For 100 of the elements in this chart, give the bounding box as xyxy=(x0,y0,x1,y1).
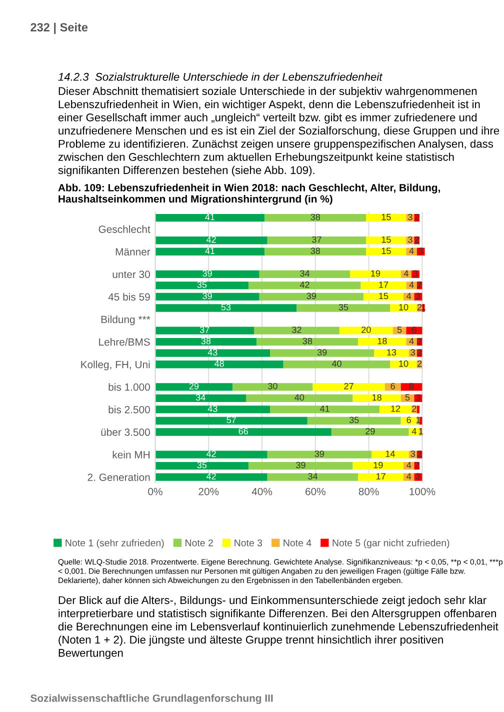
bar xyxy=(406,326,422,334)
data-label: 18 xyxy=(372,394,382,401)
data-label: 57 xyxy=(226,416,236,424)
bar xyxy=(312,383,385,391)
bar xyxy=(270,406,380,414)
data-label: 3 xyxy=(416,394,420,401)
bar xyxy=(267,450,372,458)
y-tick-label: über 3.500 xyxy=(101,428,150,436)
bar xyxy=(155,473,268,481)
bar xyxy=(264,248,366,256)
bar xyxy=(267,473,358,481)
x-tick-label: 40% xyxy=(252,488,272,496)
bar xyxy=(155,406,270,414)
bar xyxy=(155,248,265,256)
data-label: 39 xyxy=(202,270,212,277)
data-label: 37 xyxy=(200,326,210,333)
bar xyxy=(155,236,268,244)
data-label: 43 xyxy=(208,405,218,412)
data-label: 3 xyxy=(408,214,412,220)
data-label: 4 xyxy=(406,462,412,468)
data-label: 38 xyxy=(310,214,320,220)
data-label: 42 xyxy=(206,473,216,480)
data-label: 38 xyxy=(310,248,320,254)
text: Der Blick auf die Alters-, Bildungs- und Einkommensunterschiede zeigt jedoch sehr klar interpretierbare und statistisch signifikante Differenzen. Bei den Altersgruppen offenbaren die Berechnungen eine im Lebensverlauf kontinuierlich zunehmende Lebenszufriedenheit (Noten 1 + 2). Die jüngste und älteste Gruppe trennt hinsichtlich ihrer positiven Bewertungen xyxy=(58,596,498,660)
bar xyxy=(155,450,268,458)
data-label: 42 xyxy=(206,236,216,243)
data-label: 15 xyxy=(379,292,388,300)
data-label: 2 xyxy=(417,338,422,344)
y-tick-label: kein MH xyxy=(112,450,150,458)
data-label: 17 xyxy=(379,282,388,288)
data-label: 3 xyxy=(413,270,418,277)
legend-label: Note 1 (sehr zufrieden) xyxy=(66,539,164,548)
data-label: 13 xyxy=(387,349,396,356)
text: Dieser Abschnitt thematisiert soziale Unterschiede in der subjektiv wahrgenommenen Lebenszufriedenheit in Wien, ein wichtiger Aspekt, denn die Lebenszufriedenheit ist in einer Gesellschaft immer auch „ungleich“ verteilt bzw. gibt es immer zufriedenere und unzufriedenere Menschen und es ist ein Ziel der Sozialforschung, diese Gruppen und ihre Probleme zu identifizieren. Zunächst zeigen unsere gruppenspezifischen Analysen, dass zwischen den Geschlechtern zum aktuellen Erhebungszeitpunkt keine statistisch signifikanten Differenzen bestehen (siehe Abb. 109). xyxy=(58,86,500,176)
bar xyxy=(331,428,409,436)
bar xyxy=(155,462,249,470)
bar xyxy=(232,383,313,391)
y-tick-label: Männer xyxy=(116,248,150,256)
data-label: 35 xyxy=(338,304,348,310)
data-label: 32 xyxy=(292,326,302,333)
bar xyxy=(264,214,366,222)
data-label: 39 xyxy=(314,450,324,457)
data-label: 6 xyxy=(390,382,395,390)
data-label: 6 xyxy=(406,416,411,424)
bar xyxy=(259,270,350,278)
bar xyxy=(246,394,353,402)
bar xyxy=(350,270,401,278)
bar xyxy=(155,282,249,290)
data-label: 3 xyxy=(416,473,420,480)
data-label: 5 xyxy=(405,394,410,401)
bar xyxy=(283,360,390,368)
data-label: 2 xyxy=(417,281,422,288)
data-label: 43 xyxy=(208,349,218,356)
data-label: 29 xyxy=(189,382,199,390)
data-label: 2 xyxy=(417,450,422,457)
y-tick-label: Kolleg, FH, Uni xyxy=(81,360,150,370)
data-label: 2 xyxy=(417,349,422,356)
text: Sozialwissenschaftliche Grundlagenforschung III xyxy=(30,694,273,704)
bar xyxy=(155,270,260,278)
data-label: 40 xyxy=(294,394,304,401)
legend-label: Note 5 (gar nicht zufrieden) xyxy=(332,539,450,548)
bar xyxy=(366,214,406,222)
data-label: 2 xyxy=(414,462,419,468)
data-label: 15 xyxy=(382,236,391,243)
legend-label: Note 4 xyxy=(284,540,312,546)
chart-title: Abb. 109: Lebenszufriedenheit in Wien 2018: nach Geschlecht, Alter, Bildung, Haushaltseinkommen und Migrationshintergrund (in %) xyxy=(58,184,440,205)
data-label: 15 xyxy=(382,248,391,254)
x-tick-label: 0% xyxy=(148,488,162,496)
data-label: 38 xyxy=(201,338,211,344)
bar xyxy=(256,338,358,346)
data-label: 66 xyxy=(238,428,248,434)
data-label: 35 xyxy=(197,281,207,288)
data-label: 35 xyxy=(349,416,359,424)
bar xyxy=(408,428,420,436)
data-label: 2 xyxy=(417,360,422,367)
data-label: 48 xyxy=(214,360,224,367)
data-label: 10 xyxy=(399,360,408,367)
bar xyxy=(248,462,353,470)
data-label: 14 xyxy=(386,450,395,457)
legend-label: Note 3 xyxy=(234,539,262,546)
bar xyxy=(155,428,332,436)
bar xyxy=(390,360,417,368)
data-label: 4 xyxy=(409,338,414,344)
data-label: 39 xyxy=(317,349,327,356)
data-label: 35 xyxy=(197,462,207,468)
bar xyxy=(358,473,404,481)
data-label: 38 xyxy=(302,338,312,344)
data-label: 4 xyxy=(406,473,412,480)
bar xyxy=(379,406,412,414)
bar xyxy=(339,326,393,334)
data-label: 8 xyxy=(409,382,414,390)
bar xyxy=(155,338,257,346)
bar xyxy=(390,304,417,312)
bar xyxy=(307,416,401,425)
data-label: 19 xyxy=(371,270,380,277)
data-label: 18 xyxy=(378,338,387,344)
data-label: 3 xyxy=(410,349,415,356)
data-label: 17 xyxy=(376,473,386,480)
y-tick-label: Geschlecht xyxy=(98,225,150,233)
bar xyxy=(366,236,406,244)
